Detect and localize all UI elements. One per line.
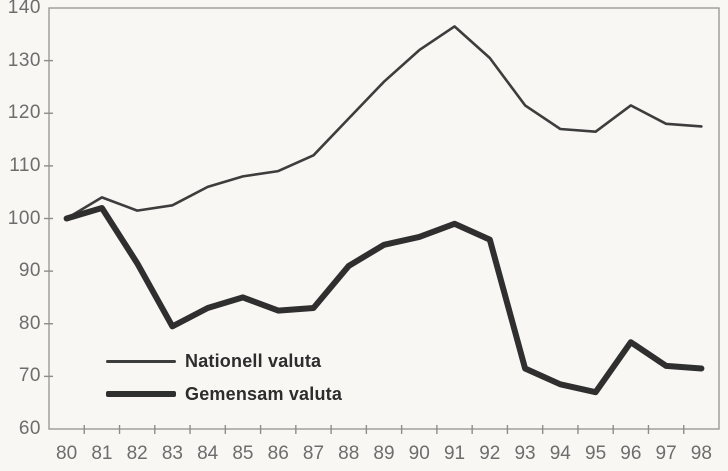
legend-line-thin: [106, 359, 176, 363]
x-tick-label: 95: [585, 443, 607, 464]
series-line-gemensam-valuta: [63, 205, 705, 396]
legend-item-gemensam-valuta: Gemensam valuta: [106, 383, 366, 405]
x-tick-label: 80: [56, 443, 78, 464]
x-tick-label: 88: [338, 443, 360, 464]
y-tick-label: 120: [7, 102, 41, 124]
x-tick-label: 98: [690, 443, 712, 464]
y-tick-label: 90: [18, 260, 41, 282]
x-tick-label: 96: [620, 443, 642, 464]
y-tick-label: 100: [7, 207, 41, 229]
x-tick-label: 89: [373, 443, 395, 464]
x-tick-label: 97: [655, 443, 677, 464]
y-tick-label: 110: [9, 154, 41, 176]
y-tick-label: 140: [7, 0, 41, 18]
x-tick-label: 92: [479, 443, 501, 464]
series-line-nationell-valuta: [65, 25, 703, 220]
x-tick-label: 81: [91, 443, 113, 464]
legend-label-nationell-valuta: Nationell valuta: [185, 350, 322, 371]
x-tick-label: 91: [443, 443, 466, 464]
y-tick-label: 70: [18, 365, 41, 387]
x-tick-label: 86: [267, 443, 289, 464]
x-tick-label: 85: [232, 443, 254, 464]
x-tick-label: 87: [302, 443, 325, 464]
x-tick-label: 82: [126, 443, 148, 464]
y-tick-label: 80: [18, 312, 41, 334]
x-tick-label: 94: [549, 443, 571, 464]
y-tick-label: 130: [7, 49, 41, 71]
legend-item-nationell-valuta: Nationell valuta: [106, 350, 366, 372]
legend: Nationell valuta Gemensam valuta: [106, 350, 366, 405]
x-tick-label: 90: [408, 443, 430, 464]
y-tick-label: 60: [18, 418, 41, 439]
legend-label-gemensam-valuta: Gemensam valuta: [185, 383, 343, 404]
x-tick-label: 83: [161, 443, 183, 464]
legend-line-thick: [106, 391, 176, 397]
x-tick-label: 84: [197, 443, 219, 464]
x-tick-label: 93: [514, 443, 536, 464]
